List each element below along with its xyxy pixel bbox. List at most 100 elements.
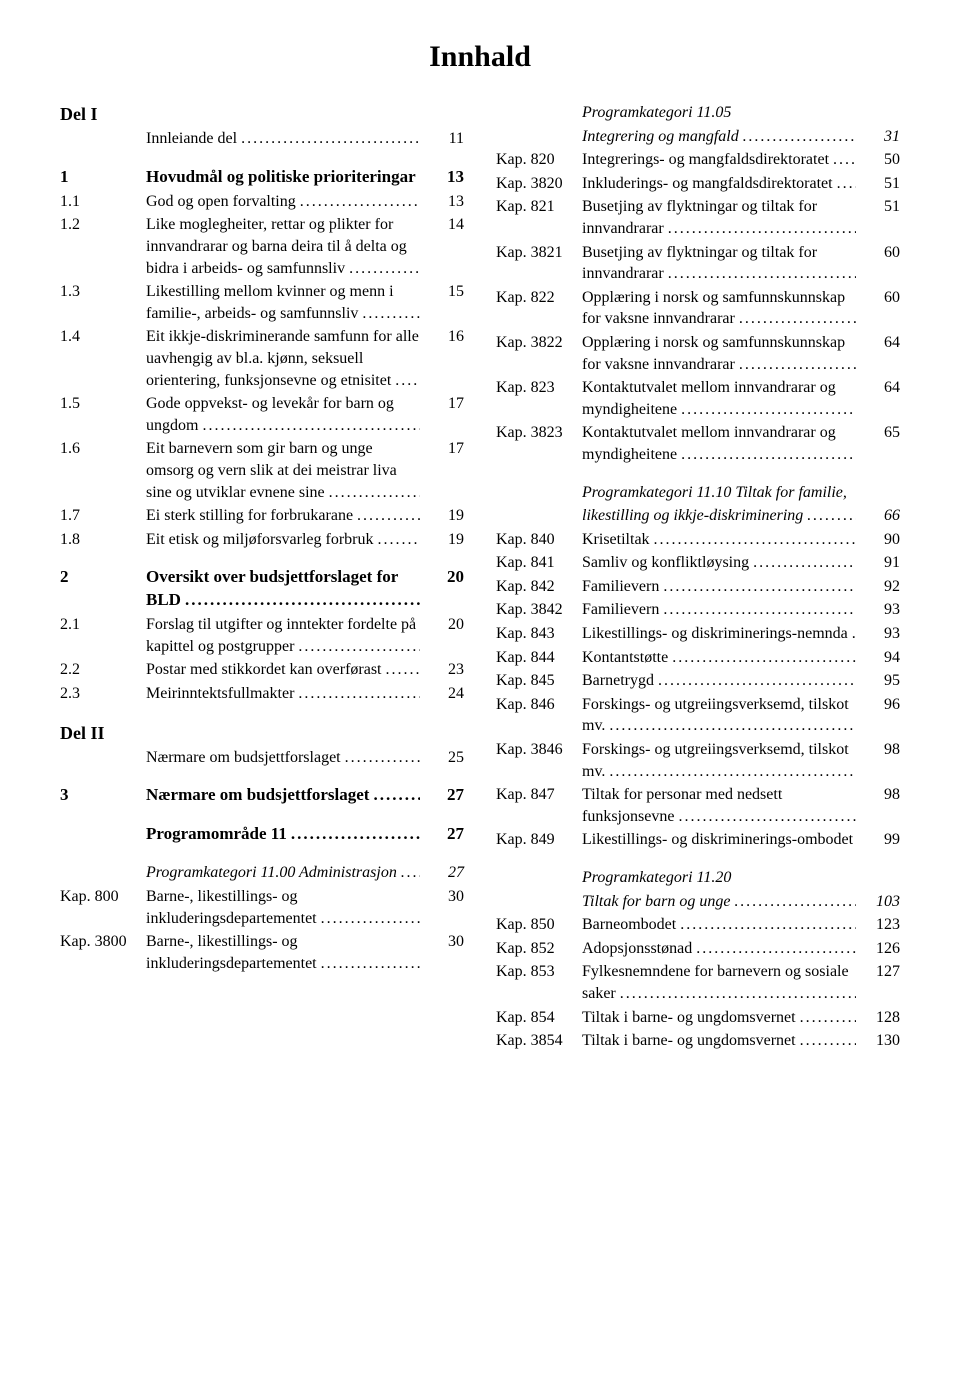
toc-label: Kap. 3800 (60, 931, 146, 953)
toc-text-line: Barne-, likestillings- og (146, 931, 420, 953)
toc-text: Oversikt over budsjettforslaget forBLD (146, 566, 420, 612)
toc-label: Kap. 3820 (496, 173, 582, 195)
toc-text: Kontaktutvalet mellom innvandrarar ogmyn… (582, 377, 856, 420)
toc-text: Integrering og mangfald (582, 126, 856, 148)
toc-text-line: myndigheitene (582, 399, 856, 421)
toc-text-line: Tiltak i barne- og ungdomsvernet (582, 1007, 856, 1029)
toc-page-number: 123 (856, 914, 900, 936)
toc-page-number: 17 (420, 438, 464, 460)
toc-page-number: 27 (420, 784, 464, 807)
toc-text-line: Inkluderings- og mangfaldsdirektoratet (582, 173, 856, 195)
toc-page-number: 93 (856, 599, 900, 621)
toc-text: Busetjing av flyktningar og tiltak forin… (582, 242, 856, 285)
toc-label: 2.1 (60, 614, 146, 636)
toc-text-line: saker (582, 983, 856, 1005)
toc-page-number: 17 (420, 393, 464, 415)
toc-label: Kap. 823 (496, 377, 582, 399)
toc-page-number: 51 (856, 173, 900, 195)
toc-text-line: innvandrarar (582, 263, 856, 285)
toc-text: Barnetrygd (582, 670, 856, 692)
toc-text-line: Tiltak for barn og unge (582, 891, 856, 913)
toc-page-number: 98 (856, 784, 900, 806)
toc-text-line: Programområde 11 (146, 823, 420, 846)
toc-row: 2.1Forslag til utgifter og inntekter for… (60, 614, 464, 657)
toc-row: 1.5Gode oppvekst- og levekår for barn og… (60, 393, 464, 436)
toc-page-number: 11 (420, 128, 464, 150)
toc-text: Likestillings- og diskriminerings-nemnda (582, 623, 856, 645)
toc-row: Del I (60, 102, 464, 126)
toc-label: Kap. 849 (496, 829, 582, 851)
toc-row: Kap. 850Barneombodet123 (496, 914, 900, 936)
toc-page-number: 127 (856, 961, 900, 983)
toc-text: Integrerings- og mangfaldsdirektoratet (582, 149, 856, 171)
toc-row: Kap. 3800Barne-, likestillings- oginklud… (60, 931, 464, 974)
toc-text: Eit barnevern som gir barn og ungeomsorg… (146, 438, 420, 503)
toc-page-number: 15 (420, 281, 464, 303)
toc-text: Barne-, likestillings- oginkluderingsdep… (146, 886, 420, 929)
toc-text-line: Postar med stikkordet kan overførast (146, 659, 420, 681)
toc-text-line: Tiltak for personar med nedsett (582, 784, 856, 806)
toc-page-number: 14 (420, 214, 464, 236)
toc-text-line: inkluderingsdepartementet (146, 953, 420, 975)
toc-text: Innleiande del (146, 128, 420, 150)
toc-text: Tiltak for barn og unge (582, 891, 856, 913)
toc-row: Kap. 3821Busetjing av flyktningar og til… (496, 242, 900, 285)
toc-page-number: 25 (420, 747, 464, 769)
toc-text-line: Barnetrygd (582, 670, 856, 692)
toc-text: Eit etisk og miljøforsvarleg forbruk (146, 529, 420, 551)
toc-text-line: omsorg og vern slik at dei meistrar liva (146, 460, 420, 482)
toc-label: 3 (60, 784, 146, 807)
toc-text-line: ungdom (146, 415, 420, 437)
toc-label: 1.3 (60, 281, 146, 303)
toc-row: Programkategori 11.00 Administrasjon27 (60, 862, 464, 884)
toc-row: Kap. 842Familievern92 (496, 576, 900, 598)
toc-text-line: Forskings- og utgreiingsverksemd, tilsko… (582, 739, 856, 761)
toc-label: Kap. 3842 (496, 599, 582, 621)
toc-row: Innleiande del11 (60, 128, 464, 150)
toc-row: Kap. 3822Opplæring i norsk og samfunnsku… (496, 332, 900, 375)
toc-page-number: 128 (856, 1007, 900, 1029)
toc-text: Programkategori 11.20 (582, 867, 856, 889)
toc-label: 1 (60, 166, 146, 189)
toc-row: 1.7Ei sterk stilling for forbrukarane19 (60, 505, 464, 527)
toc-text: Familievern (582, 599, 856, 621)
toc-text: Tiltak for personar med nedsettfunksjons… (582, 784, 856, 827)
page-title: Innhald (60, 40, 900, 74)
toc-label: 1.8 (60, 529, 146, 551)
toc-page-number: 51 (856, 196, 900, 218)
toc-text: Busetjing av flyktningar og tiltak forin… (582, 196, 856, 239)
toc-text: Forslag til utgifter og inntekter fordel… (146, 614, 420, 657)
toc-text-line: innvandrarar og barna deira til å delta … (146, 236, 420, 258)
toc-row: Kap. 852Adopsjonsstønad126 (496, 938, 900, 960)
toc-text-line: Hovudmål og politiske prioriteringar (146, 166, 420, 189)
toc-text: Tiltak i barne- og ungdomsvernet (582, 1030, 856, 1052)
toc-row: Programkategori 11.05 (496, 102, 900, 124)
toc-row: Kap. 822Opplæring i norsk og samfunnskun… (496, 287, 900, 330)
toc-text-line: familie-, arbeids- og samfunnsliv (146, 303, 420, 325)
toc-text-line: Familievern (582, 599, 856, 621)
toc-text-line: inkluderingsdepartementet (146, 908, 420, 930)
toc-text-line: myndigheitene (582, 444, 856, 466)
toc-row: Kap. 3846Forskings- og utgreiingsverksem… (496, 739, 900, 782)
toc-page-number: 24 (420, 683, 464, 705)
toc-row: 1.4Eit ikkje-diskriminerande samfunn for… (60, 326, 464, 391)
toc-text-line: Opplæring i norsk og samfunnskunnskap (582, 287, 856, 309)
toc-page-number: 94 (856, 647, 900, 669)
toc-page-number: 130 (856, 1030, 900, 1052)
toc-text-line: Eit etisk og miljøforsvarleg forbruk (146, 529, 420, 551)
toc-label: Kap. 845 (496, 670, 582, 692)
toc-page-number: 60 (856, 287, 900, 309)
toc-page-number: 31 (856, 126, 900, 148)
toc-text: Forskings- og utgreiingsverksemd, tilsko… (582, 739, 856, 782)
toc-row: 1Hovudmål og politiske prioriteringar13 (60, 166, 464, 189)
toc-row: 2.2Postar med stikkordet kan overførast2… (60, 659, 464, 681)
toc-page-number: 23 (420, 659, 464, 681)
toc-text-line: Barne-, likestillings- og (146, 886, 420, 908)
toc-page-number: 66 (856, 505, 900, 527)
toc-text: Programkategori 11.00 Administrasjon (146, 862, 420, 884)
toc-label: Kap. 840 (496, 529, 582, 551)
toc-page-number: 13 (420, 191, 464, 213)
toc-label: Kap. 800 (60, 886, 146, 908)
toc-text-line: mv. (582, 761, 856, 783)
toc-row: Kap. 841Samliv og konfliktløysing91 (496, 552, 900, 574)
